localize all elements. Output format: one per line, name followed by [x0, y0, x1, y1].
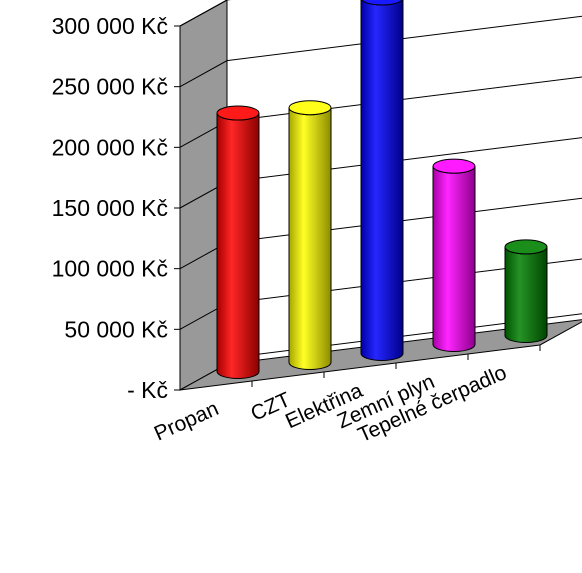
bar-body — [360, 0, 404, 361]
bar-top — [504, 239, 548, 255]
y-axis: - Kč 50 000 Kč 100 000 Kč 150 000 Kč 200 000… — [52, 13, 181, 403]
bar-body — [216, 112, 260, 379]
y-tick-label: - Kč — [127, 377, 168, 403]
y-tick-label: 250 000 Kč — [52, 74, 168, 100]
bar-body — [504, 246, 548, 343]
gridline — [179, 15, 582, 88]
gridline — [179, 0, 232, 27]
bar-body — [288, 107, 332, 370]
bar — [432, 158, 476, 352]
bar — [216, 105, 260, 379]
y-tick-label: 100 000 Kč — [52, 256, 168, 282]
y-tick-label: 300 000 Kč — [52, 13, 168, 39]
bars — [216, 0, 548, 379]
x-tick-label: Propan — [151, 397, 222, 446]
bar-top — [216, 105, 260, 121]
y-tick-label: 150 000 Kč — [52, 195, 168, 221]
y-tick-label: 50 000 Kč — [64, 316, 168, 342]
bar — [360, 0, 404, 361]
bar-top — [432, 158, 476, 174]
bar-top — [288, 100, 332, 116]
bar — [288, 100, 332, 370]
bar — [504, 239, 548, 343]
bar-top — [361, 0, 403, 6]
y-tick-label: 200 000 Kč — [52, 134, 168, 160]
bar-body — [432, 166, 476, 352]
